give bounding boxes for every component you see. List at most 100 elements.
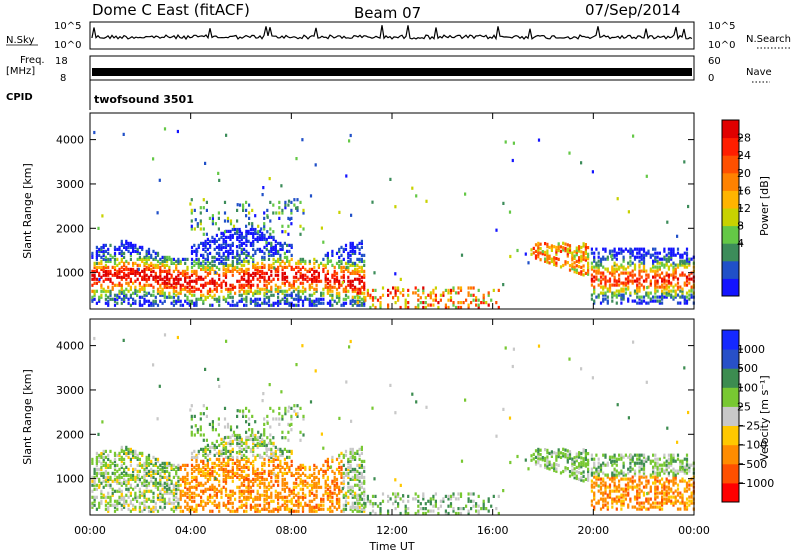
power-cell xyxy=(116,257,119,261)
velocity-cell xyxy=(91,457,94,461)
power-cell xyxy=(154,273,157,277)
velocity-cell xyxy=(419,502,422,506)
power-cell xyxy=(258,269,262,273)
power-cell xyxy=(91,283,94,287)
velocity-cell xyxy=(613,455,616,459)
velocity-cell xyxy=(206,443,209,447)
velocity-cell xyxy=(274,507,277,511)
velocity-cell xyxy=(211,501,214,505)
power-cell xyxy=(238,239,241,243)
power-cell xyxy=(683,273,686,277)
power-cell xyxy=(168,255,171,259)
power-cell xyxy=(317,279,320,283)
velocity-cell xyxy=(147,505,151,509)
velocity-cell xyxy=(104,507,107,511)
power-cell xyxy=(220,247,223,251)
velocity-cell xyxy=(143,507,146,511)
power-cell xyxy=(295,303,298,307)
velocity-cell xyxy=(168,499,171,503)
power-cell xyxy=(104,293,107,297)
power-cell xyxy=(667,293,670,297)
power-cell xyxy=(109,271,112,275)
velocity-cell xyxy=(143,479,146,483)
power-cell xyxy=(608,289,612,293)
power-cell xyxy=(602,271,605,275)
velocity-cell xyxy=(331,479,334,483)
velocity-cell xyxy=(222,451,225,455)
velocity-cell xyxy=(247,445,250,449)
velocity-cell xyxy=(299,467,302,471)
power-cell xyxy=(487,303,490,307)
power-cell xyxy=(252,261,255,265)
power-cell xyxy=(152,157,155,161)
velocity-cell xyxy=(590,489,593,493)
velocity-cell xyxy=(534,460,538,464)
power-cell xyxy=(645,269,648,273)
power-cell xyxy=(638,247,641,251)
power-cell xyxy=(107,247,110,251)
velocity-cell xyxy=(472,504,475,508)
velocity-cell xyxy=(340,471,343,475)
power-cell xyxy=(254,249,257,253)
power-cell xyxy=(432,288,435,292)
velocity-cell xyxy=(283,487,286,491)
velocity-cell xyxy=(568,454,572,458)
velocity-cell xyxy=(129,449,132,453)
velocity-cell xyxy=(252,439,255,443)
power-cell xyxy=(308,299,311,303)
velocity-cell xyxy=(427,499,430,503)
velocity-cell xyxy=(159,477,162,481)
velocity-cell xyxy=(606,493,609,497)
power-cell xyxy=(258,279,262,283)
power-cell xyxy=(211,279,214,283)
velocity-cell xyxy=(611,459,614,463)
power-cell xyxy=(163,285,166,289)
velocity-cell xyxy=(485,507,488,511)
velocity-cell xyxy=(234,471,237,475)
velocity-cell xyxy=(302,417,305,421)
velocity-cell xyxy=(281,436,284,440)
velocity-cell xyxy=(211,473,214,477)
power-cell xyxy=(211,265,214,269)
power-cell xyxy=(236,235,239,239)
power-cell xyxy=(102,249,105,253)
power-cell xyxy=(240,277,243,281)
power-cell xyxy=(102,279,105,283)
velocity-cell xyxy=(109,465,112,469)
velocity-cell xyxy=(354,493,357,497)
power-cell xyxy=(604,249,607,253)
velocity-cell xyxy=(340,481,343,485)
velocity-cell xyxy=(211,461,214,465)
power-cell xyxy=(252,275,255,279)
power-cell xyxy=(313,269,316,273)
velocity-cell xyxy=(363,505,366,509)
power-cell xyxy=(272,235,275,239)
power-cell xyxy=(209,251,212,255)
velocity-cell xyxy=(129,491,132,495)
power-cell xyxy=(611,273,614,277)
power-cell xyxy=(477,303,480,307)
velocity-cell xyxy=(629,485,632,489)
power-cell xyxy=(104,277,107,281)
power-cell xyxy=(290,293,293,297)
velocity-cell xyxy=(604,491,607,495)
velocity-cell xyxy=(571,464,574,468)
velocity-cell xyxy=(231,455,234,459)
velocity-cell xyxy=(590,483,593,487)
velocity-cell xyxy=(631,505,634,509)
power-cell xyxy=(573,265,576,269)
power-cell xyxy=(562,246,565,250)
velocity-cell xyxy=(573,473,576,477)
velocity-cell xyxy=(301,471,305,475)
velocity-cell xyxy=(608,495,612,499)
power-cell xyxy=(100,267,103,271)
power-cell xyxy=(161,289,164,293)
power-cell xyxy=(613,261,616,265)
power-cell xyxy=(301,138,304,142)
velocity-cell xyxy=(459,511,463,516)
velocity-cell xyxy=(283,481,286,485)
velocity-cell xyxy=(213,465,216,469)
power-cell xyxy=(265,295,268,299)
velocity-cell xyxy=(161,483,164,487)
